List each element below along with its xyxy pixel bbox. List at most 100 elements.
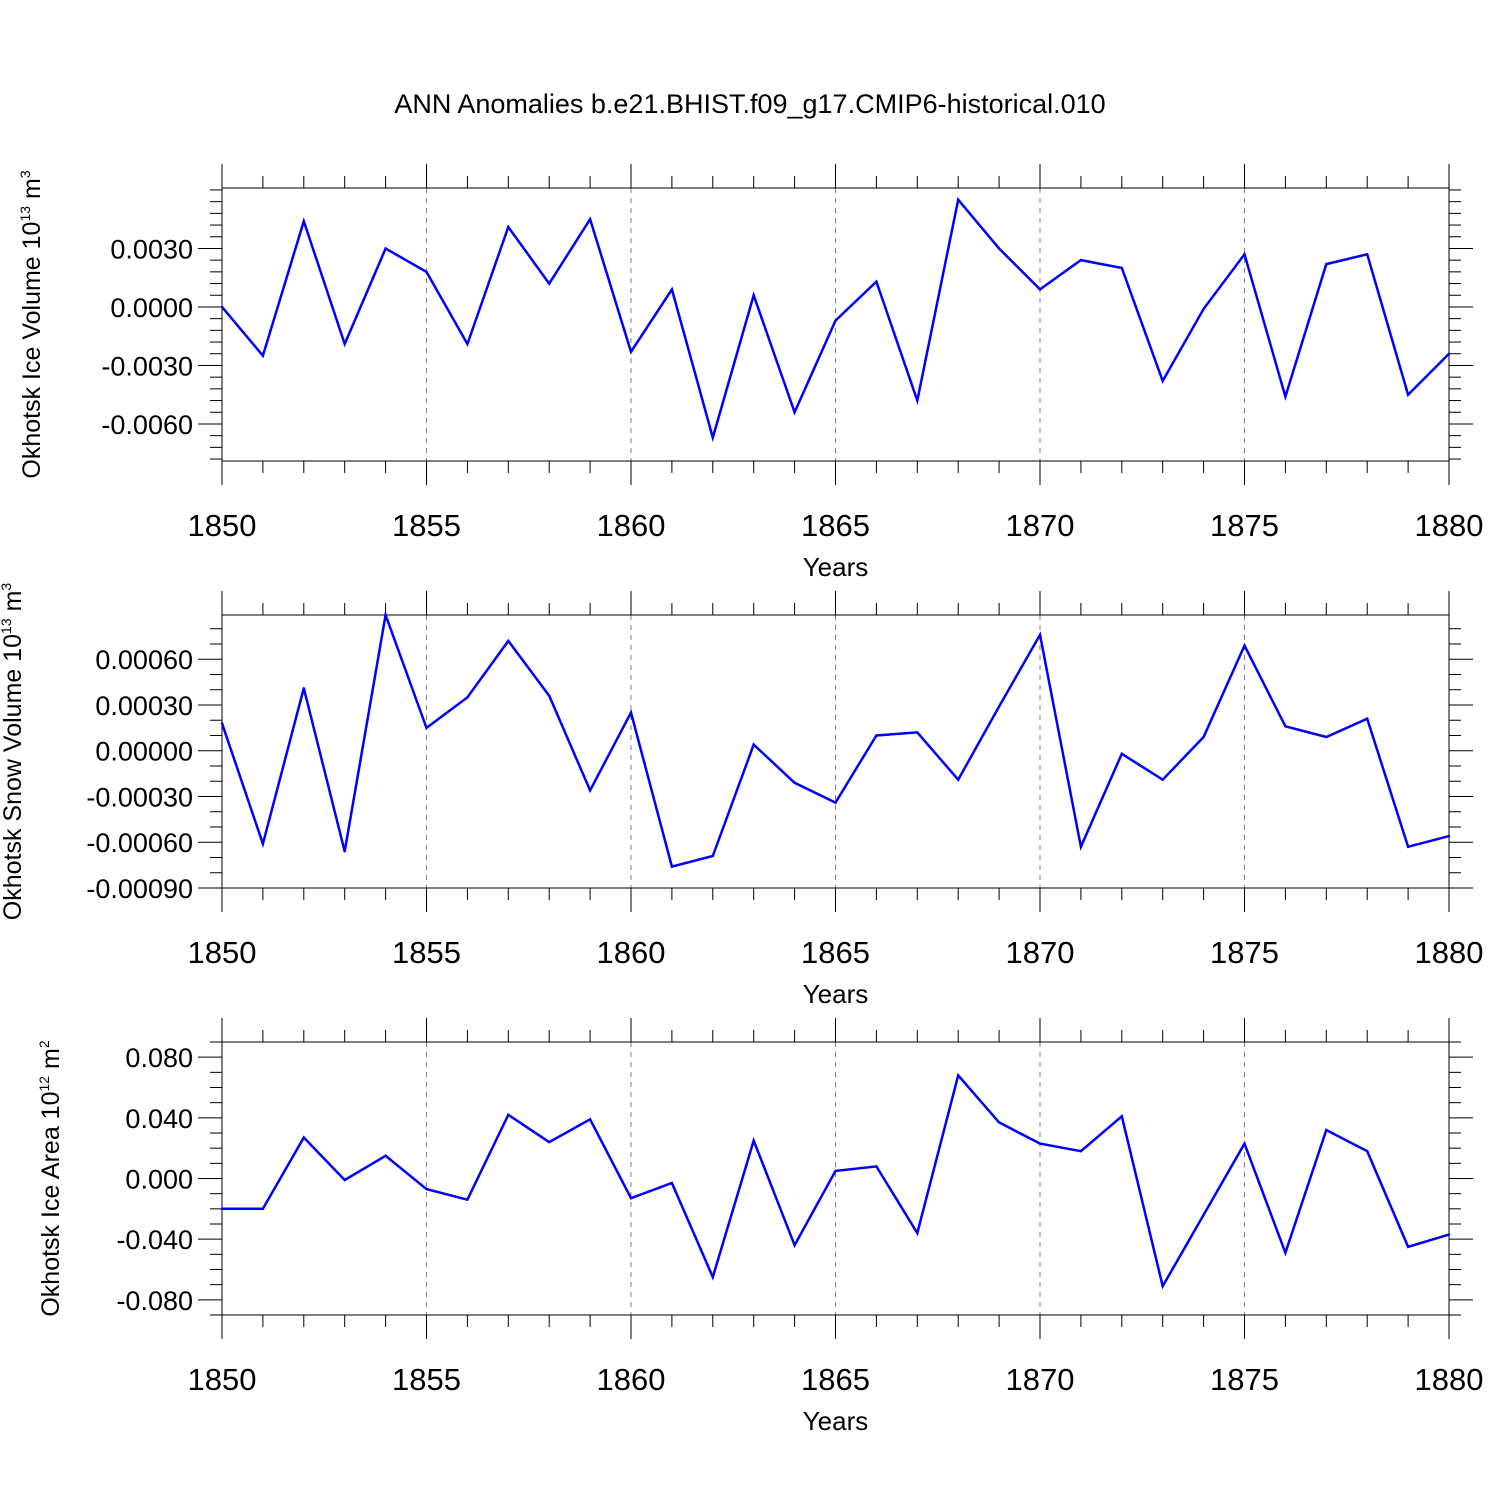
y-axis-label: Okhotsk Ice Volume 1013 m3 xyxy=(17,170,46,478)
chart-panel-1: 1850 1855 1860 1865 1870 1875 1880 -0.0060 -0.00… xyxy=(17,164,1483,582)
x-tick-label: 1860 xyxy=(597,1362,666,1397)
data-point xyxy=(1284,725,1287,728)
y-tick-label: 0.00030 xyxy=(95,691,193,721)
y-axis-label-text: Okhotsk Snow Volume 10 xyxy=(0,634,27,920)
data-point xyxy=(220,1207,224,1211)
panels: 1850 1855 1860 1865 1870 1875 1880 -0.0060 -0.00… xyxy=(0,164,1483,1436)
x-tick-label: 1855 xyxy=(392,1362,461,1397)
y-axis-label-text: m xyxy=(0,591,27,619)
y-tick-label: 0.040 xyxy=(125,1104,193,1134)
data-point xyxy=(997,247,1001,250)
x-tick-label: 1880 xyxy=(1415,508,1484,543)
data-point xyxy=(834,1169,837,1173)
data-point xyxy=(343,850,346,853)
data-point xyxy=(384,1154,387,1157)
data-point xyxy=(548,1140,551,1144)
data-point xyxy=(957,1074,960,1077)
y-axis-label-exponent: 13 xyxy=(0,618,14,634)
x-tick-label: 1870 xyxy=(1006,1362,1075,1397)
data-point xyxy=(670,1181,674,1185)
x-tick-label: 1870 xyxy=(1006,935,1075,970)
data-point xyxy=(1325,262,1328,266)
y-axis-label-exponent: 13 xyxy=(17,206,33,222)
x-tick-label: 1860 xyxy=(597,935,666,970)
data-point xyxy=(302,1136,305,1139)
data-point xyxy=(302,687,305,690)
data-point xyxy=(957,198,960,201)
data-point xyxy=(548,694,551,698)
data-point xyxy=(670,288,674,291)
data-point xyxy=(752,1139,755,1142)
y-axis-label: Okhotsk Ice Area 1012 m2 xyxy=(36,1040,65,1316)
data-point xyxy=(425,726,428,730)
data-point xyxy=(1038,288,1042,291)
x-tick-label: 1870 xyxy=(1006,508,1075,543)
data-point xyxy=(466,342,469,346)
data-point xyxy=(302,219,305,223)
data-point xyxy=(1406,845,1410,849)
data-point xyxy=(629,350,633,353)
y-tick-label: -0.0060 xyxy=(101,410,193,440)
data-point xyxy=(261,354,265,357)
data-point xyxy=(1161,379,1164,383)
data-point xyxy=(1243,644,1246,647)
data-point xyxy=(588,218,592,221)
data-point xyxy=(1447,834,1451,838)
data-point xyxy=(384,247,387,250)
plot-frame xyxy=(221,187,1450,462)
y-tick-label: 0.0000 xyxy=(110,293,193,323)
data-point xyxy=(711,436,714,439)
data-point xyxy=(507,1113,510,1117)
y-tick-label: -0.00090 xyxy=(86,874,193,904)
data-point xyxy=(1079,845,1083,849)
data-point xyxy=(834,319,837,322)
x-axis-label: Years xyxy=(803,979,869,1009)
data-point xyxy=(875,280,878,283)
y-tick-label: 0.00000 xyxy=(95,737,193,767)
data-point xyxy=(1243,253,1246,256)
data-point xyxy=(793,1244,796,1247)
data-point xyxy=(588,1118,592,1121)
y-tick-label: -0.080 xyxy=(116,1286,193,1316)
data-point xyxy=(1079,1150,1083,1153)
y-axis-label-exponent: 2 xyxy=(36,1040,52,1048)
data-point xyxy=(1079,258,1083,262)
data-point xyxy=(752,294,755,297)
y-axis-label-exponent: 12 xyxy=(36,1076,52,1092)
data-point xyxy=(997,1121,1001,1124)
data-point xyxy=(1202,735,1205,739)
x-tick-label: 1860 xyxy=(597,508,666,543)
data-point xyxy=(1406,393,1410,396)
chart-panel-3: 1850 1855 1860 1865 1870 1875 1880 -0.080 -0.040… xyxy=(36,1018,1483,1436)
data-point xyxy=(875,1165,878,1168)
data-point xyxy=(957,778,960,781)
data-point xyxy=(670,865,674,868)
data-point xyxy=(425,1187,428,1191)
figure-title: ANN Anomalies b.e21.BHIST.f09_g17.CMIP6-… xyxy=(394,89,1105,119)
data-point xyxy=(1120,266,1124,270)
data-point xyxy=(1447,352,1451,355)
x-tick-label: 1880 xyxy=(1415,1362,1484,1397)
y-tick-label: 0.080 xyxy=(125,1043,193,1073)
data-point xyxy=(875,734,878,737)
chart-panel-2: 1850 1855 1860 1865 1870 1875 1880 -0.00090 -0.0… xyxy=(0,583,1483,1009)
data-point xyxy=(220,722,224,725)
y-axis-label-text: Okhotsk Ice Area 10 xyxy=(37,1092,65,1317)
data-point xyxy=(1202,307,1205,311)
x-tick-label: 1880 xyxy=(1415,935,1484,970)
data-point xyxy=(1366,717,1369,720)
data-point xyxy=(1284,1251,1287,1255)
data-point xyxy=(916,399,919,402)
data-point xyxy=(466,696,469,699)
data-point xyxy=(1406,1245,1410,1248)
data-point xyxy=(1284,395,1287,398)
x-tick-label: 1865 xyxy=(801,935,870,970)
data-point xyxy=(343,1178,346,1182)
data-point xyxy=(1366,1150,1369,1153)
data-point xyxy=(507,225,510,229)
x-tick-label: 1865 xyxy=(801,508,870,543)
data-point xyxy=(1038,1142,1042,1145)
data-point xyxy=(997,705,1001,708)
data-point xyxy=(1202,1213,1205,1217)
x-tick-label: 1875 xyxy=(1210,935,1279,970)
